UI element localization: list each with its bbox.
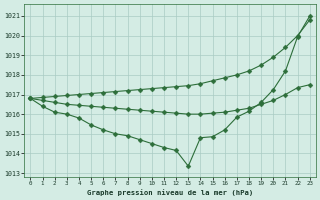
X-axis label: Graphe pression niveau de la mer (hPa): Graphe pression niveau de la mer (hPa) [87, 189, 253, 196]
